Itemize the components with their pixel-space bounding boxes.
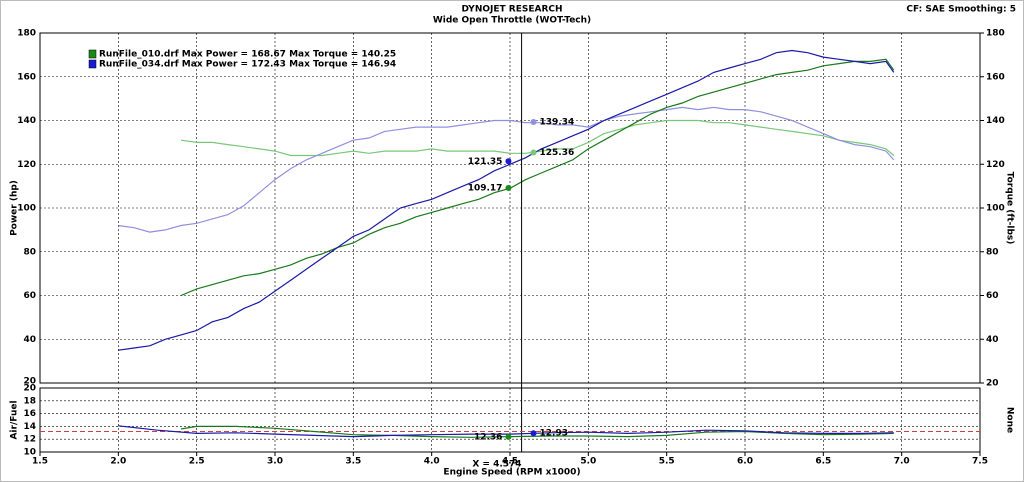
y-tick-label: 60: [23, 291, 36, 301]
y-tick-label: 100: [17, 204, 36, 214]
af-y2-label: None: [1005, 407, 1015, 433]
series-line: [118, 106, 895, 233]
y-tick-label: 14: [23, 422, 36, 432]
marker-label: 12.36: [474, 432, 502, 442]
legend-text: RunFile_010.drf Max Power = 168.67 Max T…: [99, 50, 396, 60]
x-tick-label: 4.0: [424, 457, 440, 467]
x-tick-label: 5.0: [580, 457, 596, 467]
x-tick-label: 7.5: [972, 457, 988, 467]
cursor-marker: [505, 158, 512, 165]
marker-label: 109.17: [468, 183, 503, 193]
y-tick-label: 180: [17, 29, 36, 39]
chart-subtitle: Wide Open Throttle (WOT-Tech): [433, 16, 591, 26]
x-tick-label: 2.5: [189, 457, 205, 467]
cursor-marker: [505, 433, 512, 440]
y-tick-label: 12: [23, 435, 36, 445]
cursor-marker: [530, 118, 537, 125]
x-axis-label: Engine Speed (RPM x1000): [443, 468, 580, 478]
cursor-label: X = 4.574: [472, 460, 521, 470]
y-tick-label: 20: [23, 384, 36, 394]
x-tick-label: 6.5: [815, 457, 831, 467]
y2-tick-label: 60: [986, 291, 999, 301]
x-tick-label: 4.5: [502, 457, 518, 467]
x-tick-label: 1.5: [32, 457, 48, 467]
y-tick-label: 16: [23, 409, 36, 419]
series-line: [180, 58, 895, 297]
x-tick-label: 5.5: [659, 457, 675, 467]
y2-tick-label: 80: [986, 247, 999, 257]
x-tick-label: 3.5: [345, 457, 361, 467]
y2-tick-label: 140: [986, 116, 1005, 126]
y-tick-label: 40: [23, 335, 36, 345]
marker-label: 12.93: [540, 429, 568, 439]
legend-swatch: [88, 49, 97, 59]
x-tick-label: 7.0: [894, 457, 910, 467]
series-line: [118, 49, 895, 351]
marker-label: 121.35: [468, 157, 503, 167]
y-tick-label: 120: [17, 160, 36, 170]
y-tick-label: 18: [23, 396, 36, 406]
y2-tick-label: 120: [986, 160, 1005, 170]
y-tick-label: 10: [23, 448, 36, 458]
marker-label: 125.36: [540, 148, 575, 158]
af-axis-label: Air/Fuel: [10, 400, 20, 439]
chart-title: DYNOJET RESEARCH: [461, 5, 562, 15]
y2-tick-label: 20: [986, 379, 999, 389]
legend-swatch: [88, 59, 97, 69]
y-tick-label: 160: [17, 72, 36, 82]
x-tick-label: 3.0: [267, 457, 283, 467]
series-line: [180, 119, 895, 157]
marker-label: 139.34: [540, 117, 575, 127]
x-tick-label: 6.0: [737, 457, 753, 467]
y2-tick-label: 100: [986, 204, 1005, 214]
cursor-marker: [530, 149, 537, 156]
cursor-marker: [505, 184, 512, 191]
y-tick-label: 80: [23, 247, 36, 257]
y-tick-label: 140: [17, 116, 36, 126]
legend-text: RunFile_034.drf Max Power = 172.43 Max T…: [99, 60, 396, 70]
cursor-marker: [530, 430, 537, 437]
y2-tick-label: 40: [986, 335, 999, 345]
header-note: CF: SAE Smoothing: 5: [906, 5, 1016, 15]
y2-tick-label: 160: [986, 72, 1005, 82]
y2-axis-label: Torque (ft-lbs): [1005, 172, 1015, 245]
y-tick-label: 20: [23, 377, 36, 387]
y2-tick-label: 180: [986, 29, 1005, 39]
x-tick-label: 2.0: [110, 457, 126, 467]
y-axis-label: Power (hp): [10, 180, 20, 236]
series-line: [118, 425, 894, 438]
